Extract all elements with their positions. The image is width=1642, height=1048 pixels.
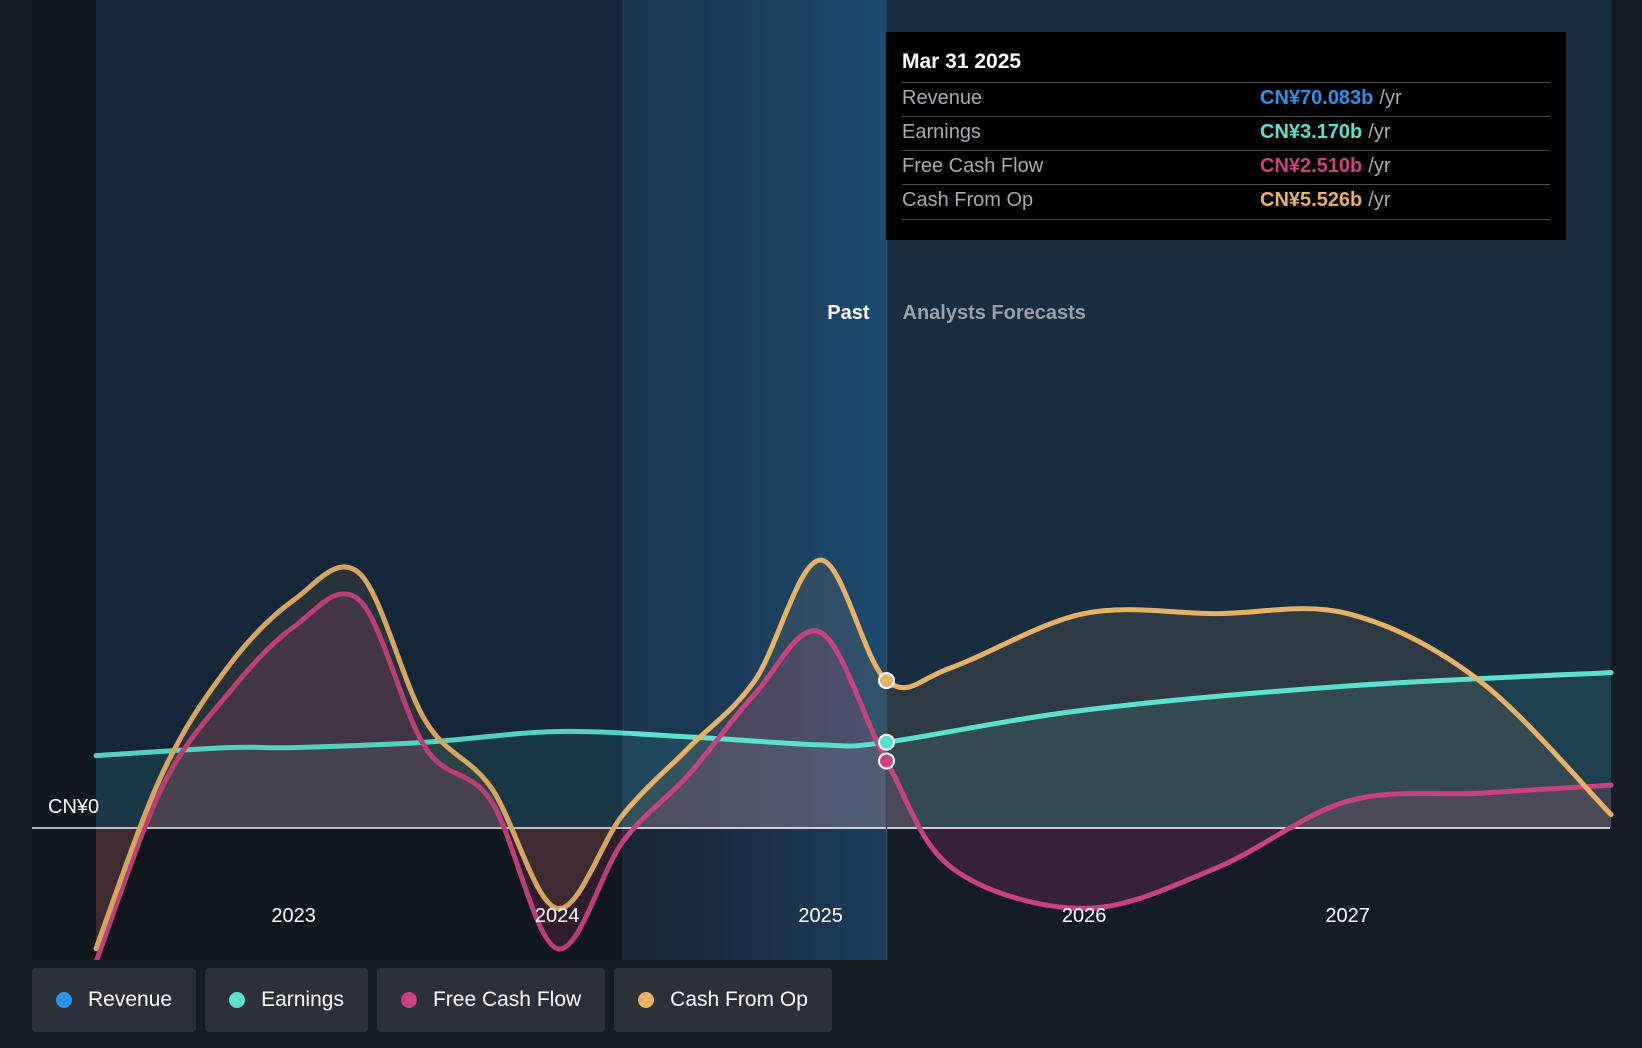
x-tick-label: 2027 xyxy=(1325,905,1370,927)
x-tick-label: 2026 xyxy=(1062,905,1107,927)
legend-item-revenue[interactable]: Revenue xyxy=(32,968,197,1032)
forecast-label: Analysts Forecasts xyxy=(903,302,1086,324)
revenue-dot-icon xyxy=(56,992,72,1008)
legend-label: Revenue xyxy=(88,988,173,1011)
tooltip: Mar 31 2025 Revenue CN¥70.083b/yr Earnin… xyxy=(886,32,1566,240)
cash-from-op-line xyxy=(93,557,1614,952)
tooltip-value: CN¥70.083b/yr xyxy=(1260,87,1402,110)
tooltip-label: Earnings xyxy=(902,121,981,143)
tooltip-row-earnings: Earnings CN¥3.170b/yr xyxy=(902,116,1550,151)
y-axis-label-zero: CN¥0 xyxy=(48,796,99,818)
x-tick-label: 2023 xyxy=(271,905,316,927)
earnings-marker xyxy=(878,733,895,751)
tooltip-unit: /yr xyxy=(1368,155,1391,177)
tooltip-unit: /yr xyxy=(1368,189,1391,211)
tooltip-date: Mar 31 2025 xyxy=(902,50,1022,73)
free-cash-flow-line xyxy=(94,591,1614,960)
highlight-band xyxy=(623,0,887,960)
past-region-background xyxy=(32,0,623,960)
earnings-dot-icon xyxy=(229,992,246,1008)
earnings-area xyxy=(96,672,1612,828)
legend: Revenue Earnings Free Cash Flow Cash Fro… xyxy=(32,968,832,1032)
tooltip-unit: /yr xyxy=(1379,87,1402,109)
tooltip-value: CN¥3.170b/yr xyxy=(1260,121,1391,144)
tooltip-value: CN¥5.526b/yr xyxy=(1260,189,1391,212)
free-cash-flow-area xyxy=(96,593,1612,960)
past-label: Past xyxy=(827,302,870,324)
tooltip-label: Cash From Op xyxy=(902,189,1034,211)
legend-label: Cash From Op xyxy=(670,988,808,1011)
tooltip-label: Revenue xyxy=(902,87,983,109)
free-cash-flow-marker xyxy=(878,752,895,770)
x-tick-label: 2025 xyxy=(798,905,843,927)
cash-from-op-dot-icon xyxy=(638,992,655,1008)
legend-item-cash-from-op[interactable]: Cash From Op xyxy=(614,968,832,1032)
tooltip-label: Free Cash Flow xyxy=(902,155,1044,177)
earnings-line xyxy=(93,670,1614,759)
tooltip-value-text: CN¥3.170b xyxy=(1260,121,1363,143)
x-tick-label: 2024 xyxy=(535,905,580,927)
past-overlay xyxy=(32,0,623,960)
legend-label: Earnings xyxy=(261,988,344,1011)
legend-item-free-cash-flow[interactable]: Free Cash Flow xyxy=(376,968,606,1032)
tooltip-value: CN¥2.510b/yr xyxy=(1260,155,1391,178)
tooltip-unit: /yr xyxy=(1368,121,1391,143)
free-cash-flow-dot-icon xyxy=(400,992,417,1008)
chart-area: CN¥90bCN¥0-CN¥10bPastAnalysts Forecasts2… xyxy=(32,0,1614,960)
tooltip-value-text: CN¥5.526b xyxy=(1260,189,1363,211)
tooltip-value-text: CN¥70.083b xyxy=(1260,87,1374,109)
cash-from-op-marker xyxy=(878,672,895,690)
legend-label: Free Cash Flow xyxy=(432,988,582,1011)
tooltip-row-cash-from-op: Cash From Op CN¥5.526b/yr xyxy=(902,184,1550,220)
tooltip-row-free-cash-flow: Free Cash Flow CN¥2.510b/yr xyxy=(902,150,1550,185)
legend-item-earnings[interactable]: Earnings xyxy=(205,968,368,1032)
tooltip-value-text: CN¥2.510b xyxy=(1260,155,1363,177)
tooltip-row-revenue: Revenue CN¥70.083b/yr xyxy=(902,82,1550,117)
cash-from-op-area xyxy=(96,560,1612,949)
